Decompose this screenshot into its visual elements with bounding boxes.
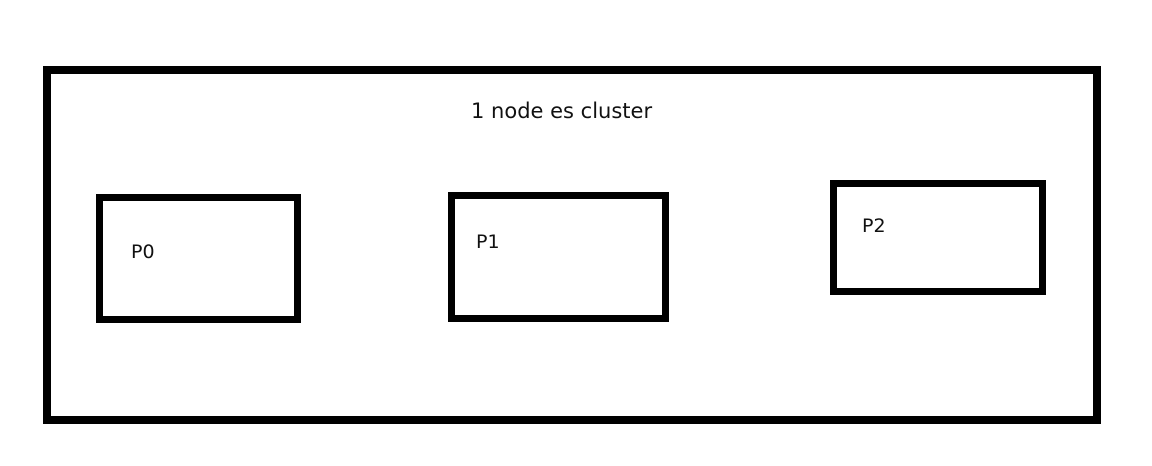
partition-label-p1: P1 [476,231,500,253]
partition-box-p0 [96,194,301,323]
partition-label-p2: P2 [862,215,886,237]
cluster-title: 1 node es cluster [471,99,653,123]
partition-box-p2 [830,180,1046,295]
partition-box-p1 [448,192,669,322]
partition-label-p0: P0 [131,241,155,263]
